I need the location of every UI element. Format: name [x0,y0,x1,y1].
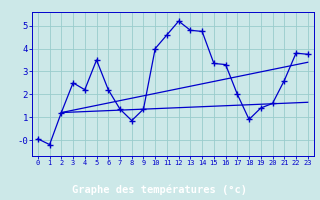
Text: Graphe des températures (°c): Graphe des températures (°c) [73,185,247,195]
